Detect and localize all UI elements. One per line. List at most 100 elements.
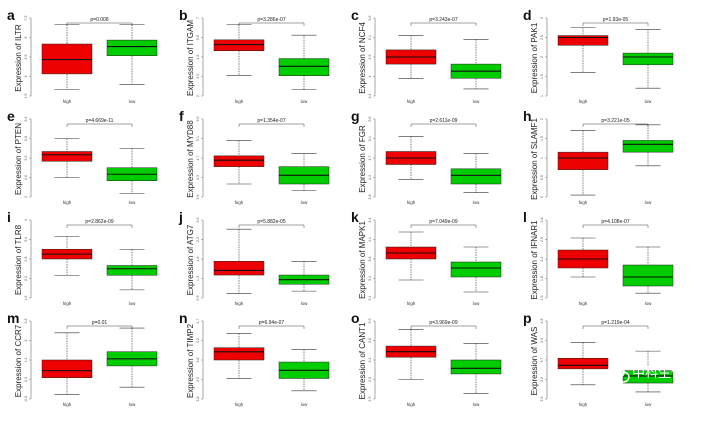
box-high: high [41,235,93,306]
y-tick-label: 2.2 [540,257,544,262]
y-tick-label: 3.3 [196,377,200,382]
category-label: high [235,99,244,104]
y-tick-label: 4.3 [196,175,200,180]
category-label: low [129,99,137,104]
box-iqr [41,151,93,162]
box-iqr [622,370,674,384]
y-tick-label: 0.3 [24,377,28,382]
box-iqr [622,140,674,153]
pvalue-label: p=4.108e-07 [601,219,629,225]
category-label: high [63,301,72,306]
y-axis-label: Expression of ATG7 [186,224,195,295]
y-tick-label: 2.8 [24,257,28,262]
category-label: high [235,200,244,205]
box-high: high [557,27,609,104]
y-tick-label: 2.2 [196,237,200,242]
category-label: high [235,402,244,407]
box-iqr [622,52,674,66]
box-iqr [450,359,502,375]
box-iqr [213,261,265,276]
y-tick-label: 4.5 [368,55,372,60]
box-iqr [106,39,158,56]
box-high: high [213,23,265,104]
category-label: high [63,402,72,407]
category-label: low [473,301,481,306]
category-label: high [407,301,416,306]
panel-letter: i [7,209,11,225]
y-axis-label: Expression of PTEN [14,123,23,195]
category-label: low [301,301,309,306]
y-tick-label: 4.5 [196,55,200,60]
panel-letter: n [179,310,188,326]
box-iqr [557,151,609,170]
box-low: low [622,124,674,205]
y-tick-label: 4.3 [368,175,372,180]
y-tick-label: 0.5 [540,175,544,180]
y-tick-label: 1 [540,95,544,97]
y-tick-label: 2.9 [368,377,372,382]
y-axis-label: Expression of ILTR [14,24,23,92]
y-tick-label: 4.7 [196,319,200,324]
y-tick-label: 1.2 [24,358,28,363]
category-label: low [473,402,481,407]
y-tick-label: 3 [24,75,28,77]
watermark-text: 中科生信 [632,366,684,381]
y-tick-label: 5.6 [368,16,372,21]
y-axis-label: Expression of NCF4 [358,22,367,94]
y-tick-label: 3.8 [368,195,372,200]
box-high: high [213,140,265,205]
y-tick-label: 2.5 [368,397,372,402]
y-tick-label: 2 [540,118,544,120]
y-axis-label: Expression of ITGAM [186,20,195,96]
box-iqr [450,261,502,278]
y-tick-label: 1.8 [196,257,200,262]
category-label: low [473,200,481,205]
box-iqr [622,264,674,287]
y-axis-label: Expression of CANT1 [358,322,367,399]
box-high: high [41,138,93,205]
pvalue-label: p=0.008 [90,17,108,23]
panel-letter: l [523,209,527,225]
box-low: low [450,38,502,104]
y-tick-label: 3 [540,17,544,19]
category-label: high [63,99,72,104]
y-tick-label: 2 [24,339,28,341]
watermark: 中科生信 [607,364,684,383]
box-iqr [213,347,265,361]
y-tick-label: 5.8 [24,136,28,141]
pvalue-label: p=5.882e-05 [257,219,285,225]
y-axis-label: Expression of TIMP2 [186,323,195,398]
panel-letter: g [351,108,360,124]
y-tick-label: 1 [540,157,544,159]
box-low: low [622,246,674,306]
box-high: high [213,333,265,407]
box-iqr [450,168,502,185]
box-low: low [106,24,158,104]
category-label: high [407,99,416,104]
panel-letter: c [351,7,359,23]
category-label: high [579,402,588,407]
y-tick-label: 4.6 [24,175,28,180]
pvalue-label: p=3.286e-07 [257,17,285,23]
category-label: high [579,99,588,104]
box-high: high [557,341,609,407]
y-tick-label: 3.6 [368,338,372,343]
y-tick-label: 5.2 [24,156,28,161]
box-high: high [385,35,437,104]
y-tick-label: 4.5 [24,55,28,60]
y-tick-label: 4 [24,196,28,198]
category-label: low [645,200,653,205]
box-iqr [278,58,330,76]
y-axis-label: Expression of CCR7 [14,324,23,397]
y-tick-label: 4.7 [196,156,200,161]
y-tick-label: 3.2 [540,377,544,382]
y-tick-label: 3.3 [196,74,200,79]
y-tick-label: 5.8 [196,35,200,40]
y-tick-label: 1.6 [24,296,28,301]
